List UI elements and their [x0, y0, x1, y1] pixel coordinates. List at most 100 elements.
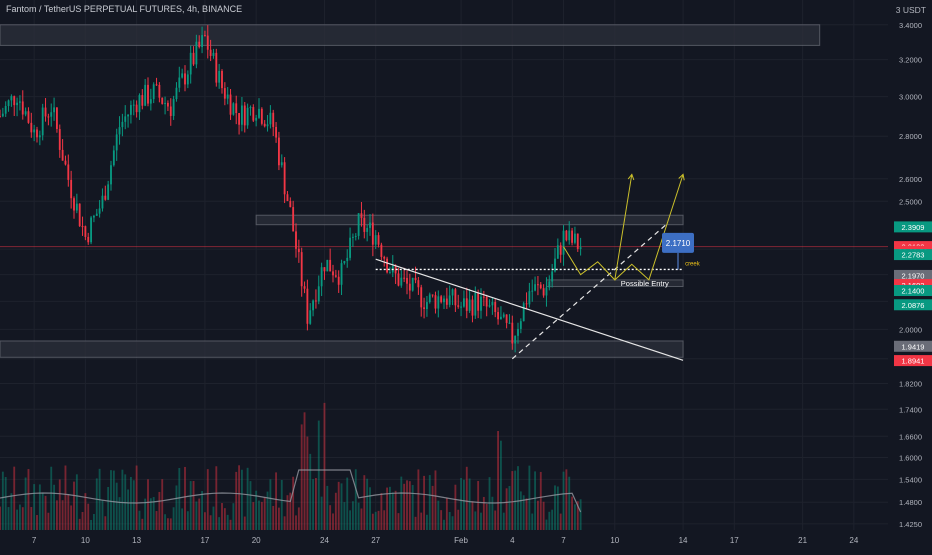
volume-bar [155, 511, 158, 530]
volume-bar [226, 514, 229, 530]
volume-bar [243, 516, 246, 530]
ascending-dashed-trendline [511, 224, 667, 360]
candle [551, 271, 554, 282]
volume-bar [303, 412, 306, 530]
candle [124, 116, 127, 122]
volume-bar [568, 476, 571, 530]
candle [394, 265, 397, 274]
volume-bar [38, 484, 41, 530]
candle [184, 73, 186, 85]
volume-bar [443, 519, 445, 530]
volume-bar [309, 453, 312, 530]
volume-bar [474, 511, 477, 530]
volume-bar [118, 497, 121, 530]
volume-bar [50, 466, 53, 530]
volume-bar [24, 477, 27, 530]
y-tick-label: 1.7400 [899, 405, 922, 414]
candle [317, 286, 320, 302]
candle [332, 271, 334, 276]
x-tick-label: 20 [252, 536, 261, 545]
candle [314, 300, 317, 302]
volume-bar [548, 511, 551, 530]
volume-bar [229, 519, 232, 530]
candle [221, 70, 223, 89]
candle [129, 105, 132, 115]
volume-bar [169, 518, 172, 530]
candle [414, 277, 417, 281]
volume-bar [36, 515, 38, 530]
volume-bar [175, 485, 178, 530]
volume-bar [374, 511, 377, 530]
volume-bar [357, 502, 360, 530]
candle [70, 179, 73, 199]
y-tick-label: 1.8200 [899, 379, 922, 388]
candle [303, 286, 306, 289]
price-label: 2.1400 [902, 287, 925, 296]
candle [568, 230, 571, 241]
candle [30, 122, 33, 133]
volume-bar [460, 478, 463, 530]
candle [508, 322, 511, 324]
volume-bar [386, 487, 389, 530]
candle [480, 296, 482, 311]
volume-bar [579, 499, 582, 530]
candle [457, 305, 460, 307]
volume-bar [240, 469, 243, 530]
volume-bar [272, 505, 275, 530]
candle [423, 307, 426, 310]
candle [75, 203, 78, 211]
candle [44, 107, 47, 117]
volume-bar [536, 500, 539, 530]
candle [417, 280, 420, 288]
candle [258, 108, 260, 118]
candle [161, 97, 164, 104]
volume-bar [30, 507, 33, 530]
volume-bar [198, 498, 201, 530]
candle [41, 107, 44, 136]
volume-bar [394, 490, 397, 530]
volume-bar [562, 471, 565, 530]
price-label: 1.9419 [902, 342, 925, 351]
volume-bar [232, 503, 235, 530]
candle [522, 303, 525, 322]
volume-bar [300, 424, 303, 530]
y-tick-label: 2.6000 [899, 175, 922, 184]
volume-bar [112, 470, 115, 530]
volume-bar [306, 436, 309, 530]
volume-bar [388, 486, 391, 530]
volume-bar [360, 508, 363, 530]
volume-bar [235, 471, 238, 530]
volume-bar [192, 481, 195, 530]
x-tick-label: 7 [32, 536, 37, 545]
volume-bar [343, 502, 346, 530]
candle [360, 213, 363, 218]
candle [206, 35, 209, 50]
drawings: creek 2.1710 Possible Entry [375, 173, 701, 361]
volume-bar [292, 476, 295, 530]
candle [238, 113, 241, 125]
candle [95, 213, 98, 216]
volume-bar [78, 518, 81, 530]
volume-bar [110, 470, 112, 530]
candle [283, 162, 286, 195]
creek-label: creek [685, 261, 701, 267]
candle [243, 105, 246, 126]
volume-ma-line [0, 469, 582, 513]
price-label: 2.0876 [902, 301, 925, 310]
volume-bar [403, 483, 406, 530]
volume-bar [286, 495, 289, 530]
volume-bar [95, 478, 98, 530]
volume-bar [576, 501, 579, 530]
possible-entry-label: Possible Entry [621, 279, 669, 288]
volume-bar [511, 471, 514, 530]
candle [269, 112, 272, 125]
volume-bar [266, 491, 269, 530]
volume-bar [101, 500, 104, 530]
candle [4, 106, 7, 114]
target-box [662, 232, 694, 253]
candle [548, 281, 551, 288]
candle [556, 245, 559, 259]
candle [386, 258, 389, 273]
candle [50, 112, 53, 117]
